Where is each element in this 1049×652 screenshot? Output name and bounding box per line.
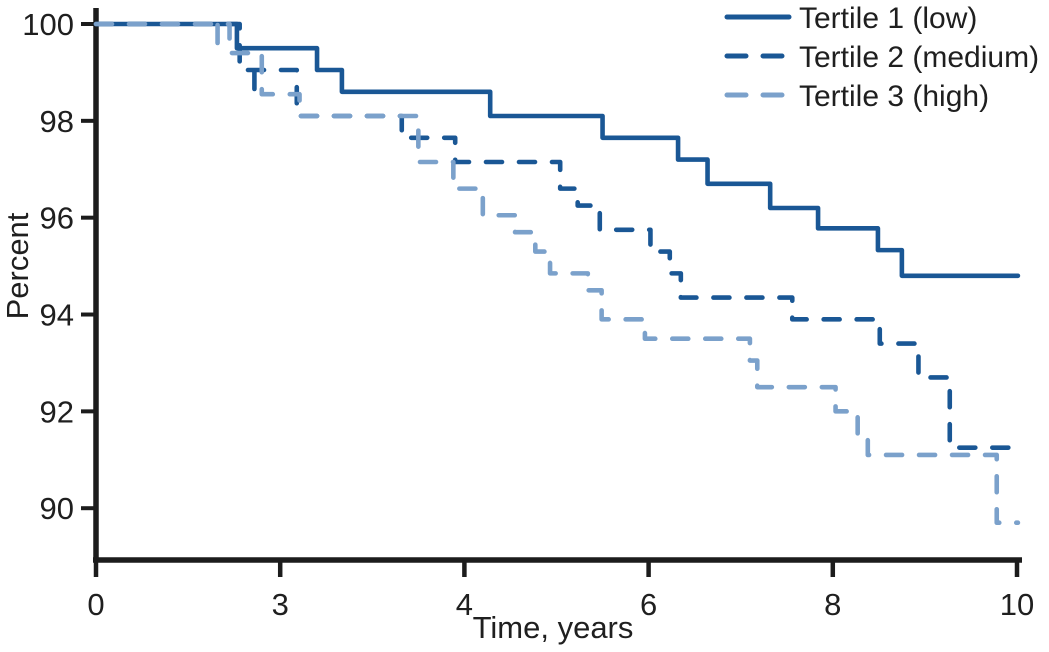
y-axis-title: Percent xyxy=(0,212,35,319)
series-layer xyxy=(93,21,1021,526)
x-tick-label: 3 xyxy=(272,587,289,622)
y-tick-label: 96 xyxy=(40,201,74,236)
legend-label-tertile-1: Tertile 1 (low) xyxy=(799,2,977,35)
y-tick-label: 92 xyxy=(40,394,74,429)
x-tick-label: 0 xyxy=(87,587,104,622)
axes-layer: 100 98 96 94 92 90 0 3 4 6 8 10 xyxy=(22,7,1034,622)
x-tick-label: 6 xyxy=(640,587,657,622)
y-tick-label: 94 xyxy=(40,298,74,333)
x-tick-label: 4 xyxy=(456,587,473,622)
y-tick-label: 100 xyxy=(22,7,74,42)
series-line-1 xyxy=(93,21,1021,279)
y-tick-label: 90 xyxy=(40,491,74,526)
x-axis-title: Time, years xyxy=(473,610,634,645)
x-tick-label: 10 xyxy=(1000,587,1034,622)
legend-label-tertile-3: Tertile 3 (high) xyxy=(799,80,989,113)
legend-label-tertile-2: Tertile 2 (medium) xyxy=(799,41,1039,74)
y-tick-label: 98 xyxy=(40,104,74,139)
x-tick-label: 8 xyxy=(824,587,841,622)
legend-samples-layer xyxy=(724,14,792,98)
